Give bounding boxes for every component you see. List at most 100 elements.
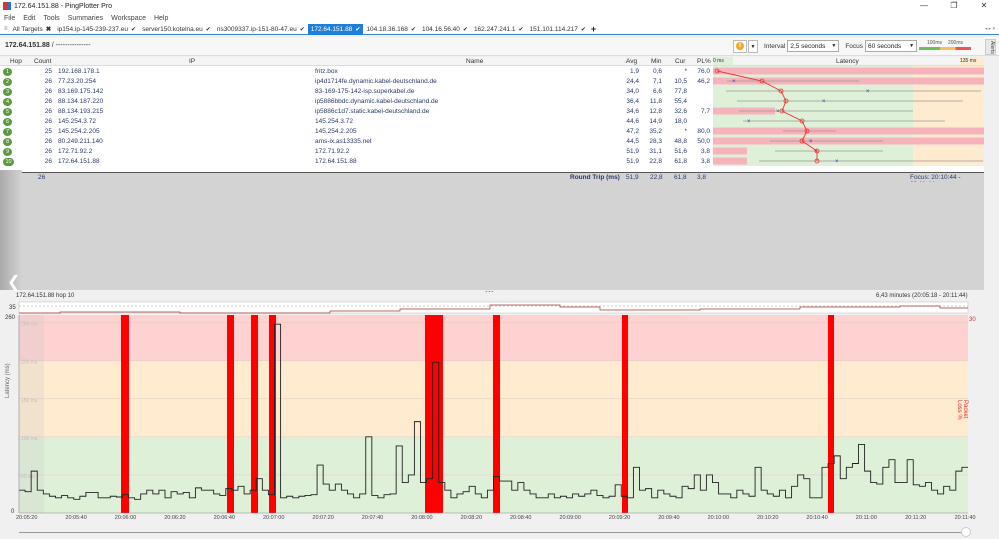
tab-target[interactable]: 151.101.114.217 ✔: [529, 25, 586, 33]
hop-number: 10: [3, 158, 14, 166]
svg-text:×: ×: [809, 139, 813, 145]
focus-select[interactable]: 60 seconds ▼: [865, 40, 918, 52]
cell-ip: 145.254.2.205: [58, 128, 100, 135]
interval-select[interactable]: 2,5 seconds ▼: [787, 40, 840, 52]
cell-min: 35,2: [649, 128, 662, 135]
tab-target[interactable]: 104.18.36.168 ✔: [366, 25, 416, 33]
grid-header: Hop Count IP Name Avg Min Cur PL% 0 ms L…: [0, 57, 984, 66]
timeline-scrollbar[interactable]: [19, 532, 965, 533]
timeline-chart: 172.64.151.88 hop 10 6,43 minutes (20:05…: [0, 292, 984, 539]
hop-number: 5: [3, 108, 12, 116]
cell-pl: 76,0: [697, 68, 710, 75]
tab-target[interactable]: ns3009337.ip-151-80-47.eu ✔: [216, 25, 305, 33]
table-row[interactable]: 1 25 192.168.178.1 fritz.box 1,9 0,6 * 76,0: [0, 67, 984, 77]
cell-avg: 34,6: [626, 108, 639, 115]
table-row[interactable]: 5 26 88.134.193.215 ip5886c1d7.static.kabel…: [0, 107, 984, 117]
restore-button[interactable]: ❐: [950, 1, 958, 10]
cell-avg: 1,9: [629, 68, 639, 75]
cell-avg: 51,9: [626, 158, 639, 165]
menu-workspace[interactable]: Workspace: [111, 14, 146, 22]
menu-help[interactable]: Help: [153, 14, 169, 22]
cell-min: 6,6: [652, 88, 662, 95]
cell-min: 11,8: [649, 98, 662, 105]
close-icon[interactable]: ✖: [45, 26, 52, 33]
tab-all-targets[interactable]: All Targets ✖: [12, 25, 52, 34]
hop-number: 9: [3, 148, 12, 156]
cell-cur: *: [684, 68, 687, 75]
title-bar: 172.64.151.88 - PingPlotter Pro — ❐ ✕: [0, 0, 999, 12]
cell-pl: 46,2: [697, 78, 710, 85]
list-icon: ≡: [4, 26, 8, 32]
tab-scroll-arrows[interactable]: ◂ ▸ ▾: [984, 26, 995, 32]
svg-text:×: ×: [822, 99, 826, 105]
check-icon: ✔: [131, 26, 137, 33]
table-row[interactable]: 10 26 172.64.151.88 172.64.151.88 51,9 22,8 61…: [0, 157, 984, 167]
cell-cur: 18,0: [674, 118, 687, 125]
pause-icon: II: [736, 42, 744, 50]
time-range-selector[interactable]: 6,43 minutes (20:05:18 - 20:11:44): [876, 293, 968, 299]
pause-button[interactable]: II: [733, 39, 747, 53]
check-icon: ✔: [299, 26, 305, 33]
cell-avg: 44,5: [626, 138, 639, 145]
cell-count: 25: [44, 68, 52, 75]
alerts-tab[interactable]: Alerts: [985, 39, 996, 55]
cell-name: ip5886c1d7.static.kabel-deutschland.de: [315, 108, 430, 115]
pause-dropdown[interactable]: ▼: [748, 39, 758, 53]
svg-text:×: ×: [747, 119, 751, 125]
check-icon: ✔: [205, 26, 211, 33]
cell-min: 22,8: [649, 158, 662, 165]
y2-axis-label: Packet Loss %: [956, 400, 968, 420]
cell-cur: 32,6: [674, 108, 687, 115]
close-button[interactable]: ✕: [980, 1, 988, 10]
cell-cur: 48,8: [674, 138, 687, 145]
y-axis-label: Latency (ms): [5, 363, 11, 398]
cell-name: ip5886bbdc.dynamic.kabel-deutschland.de: [315, 98, 439, 105]
cell-cur: 77,8: [674, 88, 687, 95]
menu-tools[interactable]: Tools: [43, 14, 60, 22]
timeline-scroll-thumb[interactable]: [961, 527, 971, 537]
hop-number: 2: [3, 78, 12, 86]
tab-target-active[interactable]: 172.64.151.88 ✔: [307, 23, 364, 35]
cell-ip: 172.71.92.2: [58, 148, 93, 155]
sidebar-collapse[interactable]: [0, 170, 22, 290]
target-tabs: ≡ All Targets ✖ ip154.ip-145-239-237.eu ✔ …: [0, 23, 999, 35]
tab-target[interactable]: 104.16.56.40 ✔: [421, 25, 468, 33]
check-icon: ✔: [518, 26, 524, 33]
minimize-button[interactable]: —: [920, 1, 928, 10]
hop-number: 7: [3, 128, 12, 136]
menu-edit[interactable]: Edit: [23, 14, 36, 22]
cell-cur: 61,8: [674, 158, 687, 165]
cell-name: ip4d1714fe.dynamic.kabel-deutschland.de: [315, 78, 437, 85]
add-tab-button[interactable]: +: [590, 24, 597, 34]
menu-summaries[interactable]: Summaries: [67, 14, 104, 22]
window-title: 172.64.151.88 - PingPlotter Pro: [14, 2, 113, 10]
table-row[interactable]: 4 26 88.134.187.220 ip5886bbdc.dynamic.kabe…: [0, 97, 984, 107]
cell-count: 26: [44, 118, 52, 125]
table-row[interactable]: 9 26 172.71.92.2 172.71.92.2 51,9 31,1 51,6 3,8: [0, 147, 984, 157]
cell-ip: 88.134.193.215: [58, 108, 104, 115]
chevron-left-icon[interactable]: ❮: [7, 274, 21, 291]
hop-number: 1: [3, 68, 12, 76]
table-row[interactable]: 7 25 145.254.2.205 145.254.2.205 47,2 35,2 * 80…: [0, 127, 984, 137]
tab-target[interactable]: 162.247.241.1 ✔: [473, 25, 524, 33]
cell-name: fritz.box: [315, 68, 338, 75]
cell-count: 26: [44, 138, 52, 145]
svg-text:×: ×: [776, 109, 780, 115]
table-row[interactable]: 8 26 80.249.211.140 ams-ix.as13335.net 44,5 2…: [0, 137, 984, 147]
tab-target[interactable]: server150.kotelna.eu ✔: [142, 25, 211, 33]
check-icon: ✔: [580, 26, 586, 33]
hop-number: 3: [3, 88, 12, 96]
cell-count: 26: [44, 148, 52, 155]
svg-text:×: ×: [814, 149, 818, 155]
cell-count: 26: [44, 78, 52, 85]
trace-grid: Hop Count IP Name Avg Min Cur PL% 0 ms L…: [0, 57, 984, 172]
cell-cur: 55,4: [674, 98, 687, 105]
breadcrumb: 172.64.151.88 / ---------------: [5, 42, 91, 49]
table-row[interactable]: 2 26 77.23.20.254 ip4d1714fe.dynamic.kabel-…: [0, 77, 984, 87]
table-row[interactable]: 3 26 83.169.175.142 83-169-175-142-isp.supe…: [0, 87, 984, 97]
cell-pl: 50,0: [697, 138, 710, 145]
focus-label: Focus: [845, 42, 864, 50]
tab-target[interactable]: ip154.ip-145-239-237.eu ✔: [57, 25, 137, 33]
menu-file[interactable]: File: [4, 14, 16, 22]
table-row[interactable]: 6 26 145.254.3.72 145.254.3.72 44,6 14,9 18,0: [0, 117, 984, 127]
